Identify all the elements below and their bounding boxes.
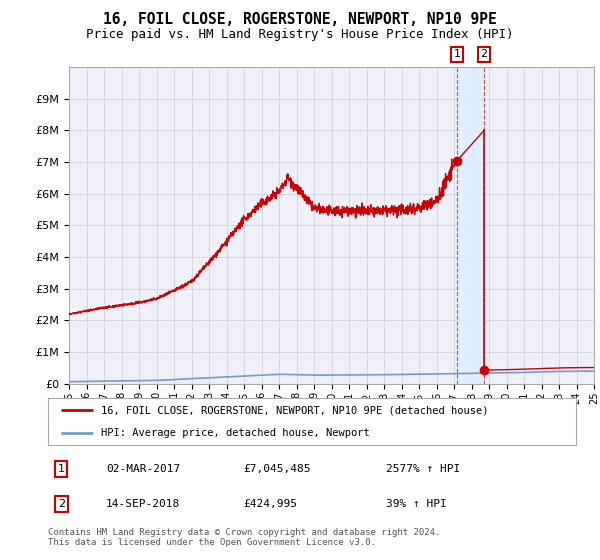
Text: 2: 2 — [58, 499, 65, 509]
Text: £424,995: £424,995 — [244, 499, 298, 509]
Text: Contains HM Land Registry data © Crown copyright and database right 2024.
This d: Contains HM Land Registry data © Crown c… — [48, 528, 440, 547]
Text: 1: 1 — [454, 49, 460, 59]
Text: Price paid vs. HM Land Registry's House Price Index (HPI): Price paid vs. HM Land Registry's House … — [86, 28, 514, 41]
Text: 2: 2 — [481, 49, 488, 59]
Bar — [457, 67, 484, 384]
Text: HPI: Average price, detached house, Newport: HPI: Average price, detached house, Newp… — [101, 428, 370, 438]
Text: 39% ↑ HPI: 39% ↑ HPI — [386, 499, 446, 509]
Text: 02-MAR-2017: 02-MAR-2017 — [106, 464, 181, 474]
Text: 16, FOIL CLOSE, ROGERSTONE, NEWPORT, NP10 9PE (detached house): 16, FOIL CLOSE, ROGERSTONE, NEWPORT, NP1… — [101, 405, 488, 416]
Text: 16, FOIL CLOSE, ROGERSTONE, NEWPORT, NP10 9PE: 16, FOIL CLOSE, ROGERSTONE, NEWPORT, NP1… — [103, 12, 497, 27]
Text: £7,045,485: £7,045,485 — [244, 464, 311, 474]
Text: 14-SEP-2018: 14-SEP-2018 — [106, 499, 181, 509]
Text: 1: 1 — [58, 464, 65, 474]
Text: 2577% ↑ HPI: 2577% ↑ HPI — [386, 464, 460, 474]
